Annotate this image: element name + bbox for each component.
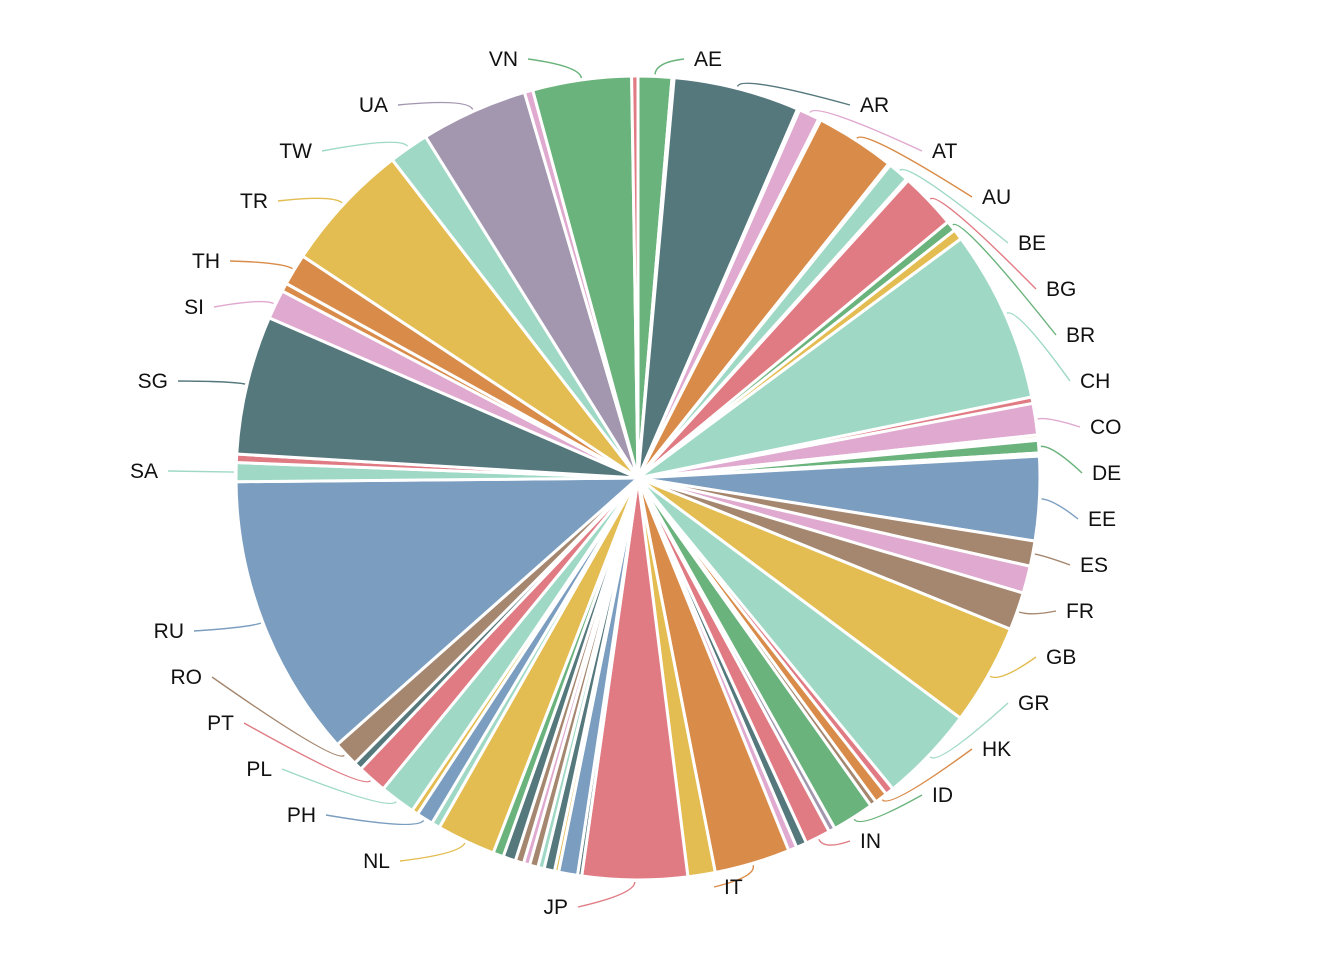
leader-line-hk bbox=[881, 748, 973, 802]
leader-line-vn bbox=[527, 58, 583, 79]
leader-line-ee bbox=[1041, 498, 1079, 520]
slice-label-sg: SG bbox=[138, 370, 168, 393]
slice-label-br: BR bbox=[1066, 324, 1095, 347]
leader-line-be bbox=[899, 168, 1009, 244]
slice-label-gr: GR bbox=[1018, 692, 1050, 715]
leader-line-pt bbox=[243, 722, 372, 783]
pie-slice bbox=[630, 74, 640, 480]
slice-label-jp: JP bbox=[543, 896, 568, 919]
slice-label-in: IN bbox=[860, 830, 881, 853]
leader-line-tw bbox=[321, 141, 409, 152]
slice-label-th: TH bbox=[192, 250, 220, 273]
leader-line-bg bbox=[929, 197, 1037, 290]
slice-label-pt: PT bbox=[207, 712, 234, 735]
slice-label-hk: HK bbox=[982, 738, 1011, 761]
leader-line-ch bbox=[1006, 312, 1071, 382]
leader-line-es bbox=[1034, 553, 1071, 566]
leader-lines-layer bbox=[167, 58, 1083, 908]
pie-slice-ch bbox=[636, 237, 1034, 480]
slice-label-au: AU bbox=[982, 186, 1011, 209]
slice-label-be: BE bbox=[1018, 232, 1046, 255]
slice-label-ua: UA bbox=[359, 94, 388, 117]
leader-line-sa bbox=[167, 470, 235, 473]
leader-line-ph bbox=[325, 814, 425, 826]
leader-line-in bbox=[818, 838, 851, 846]
leader-line-it bbox=[713, 865, 754, 888]
slice-label-ph: PH bbox=[287, 804, 316, 827]
slice-label-sa: SA bbox=[130, 460, 158, 483]
slice-label-ch: CH bbox=[1080, 370, 1110, 393]
leader-line-de bbox=[1040, 445, 1083, 474]
slice-label-id: ID bbox=[932, 784, 953, 807]
slice-label-pl: PL bbox=[246, 758, 272, 781]
leader-line-br bbox=[952, 223, 1057, 336]
leader-line-si bbox=[213, 300, 274, 308]
pie-slice-sg bbox=[235, 316, 640, 480]
slice-label-es: ES bbox=[1080, 554, 1108, 577]
leader-line-co bbox=[1037, 417, 1081, 428]
pie-slice-ru bbox=[234, 476, 640, 747]
leader-line-at bbox=[809, 109, 923, 152]
leader-line-gb bbox=[989, 656, 1037, 679]
slice-label-ro: RO bbox=[171, 666, 203, 689]
slice-label-si: SI bbox=[184, 296, 204, 319]
slice-label-ee: EE bbox=[1088, 508, 1116, 531]
leader-line-nl bbox=[399, 842, 466, 862]
leader-line-jp bbox=[577, 881, 636, 908]
slice-label-ar: AR bbox=[860, 94, 889, 117]
leader-line-pl bbox=[281, 768, 397, 805]
slice-label-de: DE bbox=[1092, 462, 1121, 485]
slice-label-ae: AE bbox=[694, 48, 722, 71]
slice-label-tr: TR bbox=[240, 190, 268, 213]
slice-label-vn: VN bbox=[489, 48, 518, 71]
leader-line-gr bbox=[929, 702, 1009, 759]
leader-line-ar bbox=[736, 82, 851, 106]
slice-label-at: AT bbox=[932, 140, 957, 163]
slice-label-fr: FR bbox=[1066, 600, 1094, 623]
leader-line-sg bbox=[177, 380, 246, 385]
slice-label-nl: NL bbox=[363, 850, 390, 873]
slice-label-bg: BG bbox=[1046, 278, 1076, 301]
leader-line-ro bbox=[211, 676, 345, 757]
leader-line-ua bbox=[397, 101, 474, 110]
slice-label-it: IT bbox=[724, 876, 743, 899]
leader-line-ru bbox=[193, 622, 262, 632]
slices-layer bbox=[234, 74, 1042, 882]
slice-label-gb: GB bbox=[1046, 646, 1076, 669]
slice-label-tw: TW bbox=[279, 140, 312, 163]
slice-label-ru: RU bbox=[154, 620, 184, 643]
leader-line-au bbox=[856, 136, 973, 198]
leader-line-fr bbox=[1018, 610, 1057, 615]
leader-line-id bbox=[853, 794, 923, 823]
leader-line-tr bbox=[277, 197, 343, 204]
slice-label-co: CO bbox=[1090, 416, 1122, 439]
leader-line-th bbox=[229, 260, 293, 270]
leader-line-ae bbox=[654, 58, 685, 75]
